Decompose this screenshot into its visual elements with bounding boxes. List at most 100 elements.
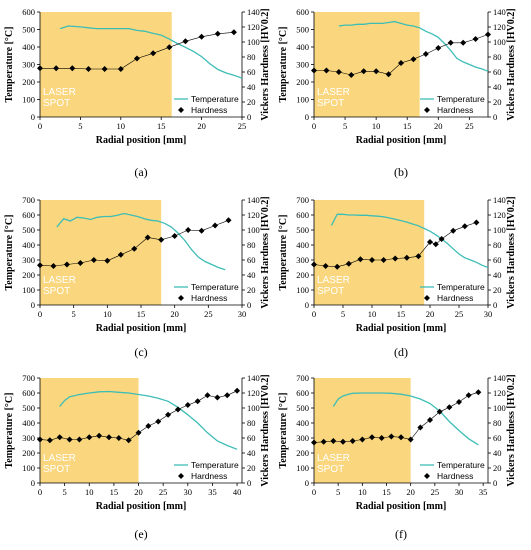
x-tick-label: 5 bbox=[72, 309, 76, 319]
hardness-point bbox=[436, 408, 443, 415]
hardness-point bbox=[472, 36, 479, 42]
x-axis-label: Radial position [mm] bbox=[96, 323, 187, 334]
hardness-point bbox=[131, 245, 138, 252]
x-tick-label: 30 bbox=[238, 309, 247, 319]
y2-tick-label: 0 bbox=[493, 478, 497, 488]
y-tick-label: 100 bbox=[22, 285, 35, 295]
y2-tick-label: 120 bbox=[493, 388, 506, 398]
legend-temperature-label: Temperature bbox=[437, 94, 485, 104]
hardness-point bbox=[323, 67, 330, 74]
legend-hardness-swatch bbox=[424, 107, 430, 113]
y-tick-label: 300 bbox=[22, 433, 35, 443]
legend-temperature-label: Temperature bbox=[191, 460, 239, 470]
legend-hardness-label: Hardness bbox=[191, 105, 227, 115]
y-tick-label: 300 bbox=[296, 433, 309, 443]
y2-tick-label: 20 bbox=[247, 463, 256, 473]
legend-hardness-label: Hardness bbox=[437, 293, 473, 303]
hardness-point bbox=[155, 418, 162, 425]
y2-tick-label: 40 bbox=[493, 448, 502, 458]
x-tick-label: 0 bbox=[312, 487, 316, 497]
y2-tick-label: 80 bbox=[493, 240, 502, 250]
hardness-point bbox=[50, 263, 57, 269]
y-axis-label: Temperature [°C] bbox=[4, 27, 15, 103]
y-tick-label: 400 bbox=[22, 418, 35, 428]
y2-tick-label: 100 bbox=[493, 225, 506, 235]
legend-hardness-label: Hardness bbox=[437, 105, 473, 115]
y-tick-label: 300 bbox=[296, 255, 309, 265]
hardness-point bbox=[475, 389, 482, 396]
panel-label: (b) bbox=[394, 165, 408, 179]
y-tick-label: 200 bbox=[296, 77, 309, 87]
legend-hardness-swatch bbox=[178, 295, 184, 301]
hardness-point bbox=[125, 437, 132, 444]
x-tick-label: 30 bbox=[184, 487, 193, 497]
hardness-point bbox=[385, 71, 392, 78]
x-tick-label: 10 bbox=[368, 309, 377, 319]
y-tick-label: 0 bbox=[31, 112, 35, 122]
hardness-point bbox=[348, 72, 355, 78]
x-tick-label: 0 bbox=[38, 487, 42, 497]
y-tick-label: 300 bbox=[22, 60, 35, 70]
hardness-point bbox=[198, 227, 205, 234]
hardness-point bbox=[76, 436, 83, 443]
legend-temperature-label: Temperature bbox=[437, 460, 485, 470]
y-tick-label: 200 bbox=[296, 448, 309, 458]
hardness-point bbox=[369, 257, 375, 263]
temperature-series-line bbox=[59, 390, 238, 450]
y2-tick-label: 140 bbox=[493, 195, 506, 205]
y2-axis-label: Vickers Hardness [HV0.2] bbox=[260, 8, 271, 120]
y2-tick-label: 0 bbox=[247, 300, 251, 310]
hardness-point bbox=[360, 68, 367, 75]
y2-tick-label: 140 bbox=[493, 373, 506, 383]
hardness-point bbox=[465, 392, 472, 399]
legend-hardness-swatch bbox=[424, 295, 430, 301]
x-tick-label: 5 bbox=[63, 487, 67, 497]
y2-tick-label: 40 bbox=[247, 270, 256, 280]
y2-tick-label: 140 bbox=[247, 373, 260, 383]
hardness-point bbox=[37, 262, 43, 269]
hardness-point bbox=[345, 260, 352, 267]
x-tick-label: 0 bbox=[312, 121, 316, 131]
y2-tick-label: 0 bbox=[247, 478, 251, 488]
y2-tick-label: 40 bbox=[493, 82, 502, 92]
x-tick-label: 5 bbox=[336, 487, 340, 497]
hardness-point bbox=[311, 67, 317, 74]
y2-tick-label: 40 bbox=[247, 82, 256, 92]
y-tick-label: 100 bbox=[296, 95, 309, 105]
hardness-point bbox=[450, 227, 457, 234]
y2-axis-label: Vickers Hardness [HV0.2] bbox=[260, 374, 271, 486]
x-tick-label: 10 bbox=[358, 487, 367, 497]
temperature-series-line bbox=[330, 213, 489, 269]
x-tick-label: 10 bbox=[103, 309, 112, 319]
y2-tick-label: 120 bbox=[493, 210, 506, 220]
y-tick-label: 400 bbox=[296, 240, 309, 250]
legend-temperature-label: Temperature bbox=[191, 282, 239, 292]
legend-hardness-swatch bbox=[424, 473, 430, 479]
y-tick-label: 100 bbox=[296, 285, 309, 295]
laser-spot-zone bbox=[40, 378, 139, 483]
hardness-point bbox=[86, 434, 93, 441]
laser-spot-label: LASER bbox=[43, 453, 76, 464]
hardness-point bbox=[373, 68, 380, 75]
x-tick-label: 25 bbox=[159, 487, 168, 497]
y-axis-label: Temperature [°C] bbox=[278, 393, 289, 469]
x-tick-label: 25 bbox=[204, 309, 213, 319]
x-tick-label: 40 bbox=[233, 487, 242, 497]
y2-tick-label: 120 bbox=[247, 22, 260, 32]
hardness-point bbox=[340, 438, 346, 445]
y-tick-label: 600 bbox=[296, 210, 309, 220]
hardness-point bbox=[422, 51, 429, 57]
y-axis-label: Temperature [°C] bbox=[4, 215, 15, 291]
hardness-point bbox=[85, 66, 92, 72]
hardness-point bbox=[117, 251, 124, 258]
x-tick-label: 25 bbox=[431, 487, 440, 497]
y-tick-label: 300 bbox=[22, 255, 35, 265]
hardness-point bbox=[359, 436, 366, 443]
y2-tick-label: 60 bbox=[247, 67, 256, 77]
y2-tick-label: 80 bbox=[493, 52, 502, 62]
laser-spot-label: LASER bbox=[317, 275, 350, 286]
